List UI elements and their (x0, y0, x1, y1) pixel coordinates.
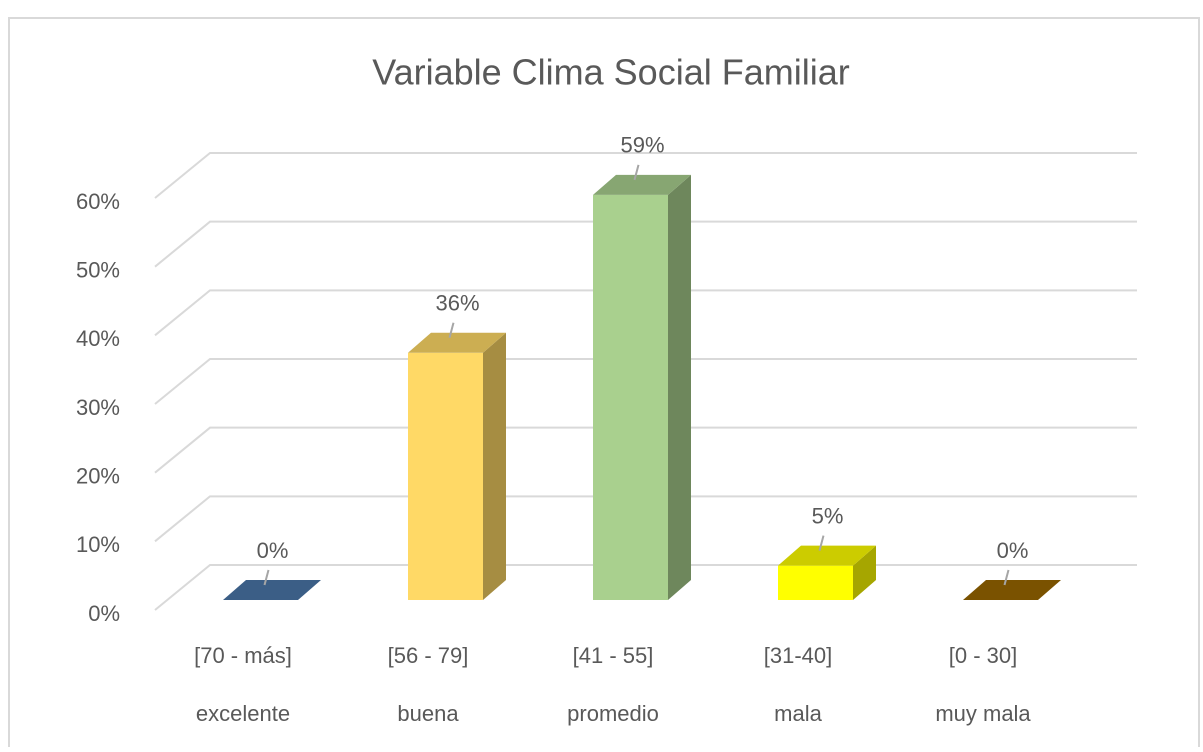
y-tick-label: 20% (76, 463, 120, 488)
bar (408, 332, 506, 600)
bar-top (223, 580, 321, 600)
leader-line (818, 535, 825, 551)
leader-line (633, 164, 640, 181)
bar-top (778, 545, 876, 566)
x-tick-label: [31-40] (764, 643, 833, 668)
bar-side (483, 332, 506, 600)
leader-line (1003, 569, 1010, 586)
x-tick-sublabel: buena (397, 701, 459, 726)
bar-side (853, 545, 876, 600)
bar-top (963, 580, 1061, 600)
bar (223, 580, 321, 600)
bar (778, 545, 876, 600)
bar-front (778, 565, 853, 600)
y-tick-label: 60% (76, 189, 120, 214)
chart-title: Variable Clima Social Familiar (372, 52, 849, 93)
leader-line (263, 569, 270, 586)
data-label: 0% (997, 538, 1029, 563)
bar (593, 174, 691, 600)
x-tick-sublabel: mala (774, 701, 822, 726)
x-tick-sublabel: excelente (196, 701, 290, 726)
grid-line (154, 358, 1137, 405)
data-label: 5% (812, 503, 844, 528)
grid-line (154, 495, 1137, 543)
x-tick-sublabel: muy mala (935, 701, 1031, 726)
grid-line (154, 426, 1137, 474)
y-tick-label: 30% (76, 395, 120, 420)
bar-front (593, 194, 668, 600)
leader-line (448, 322, 455, 339)
y-tick-label: 0% (88, 601, 120, 626)
x-tick-sublabel: promedio (567, 701, 659, 726)
bar-top (408, 332, 506, 353)
x-tick-label: [70 - más] (194, 643, 292, 668)
y-tick-label: 10% (76, 532, 120, 557)
grid-line (154, 152, 1137, 199)
data-label: 0% (257, 538, 289, 563)
data-label: 36% (435, 291, 479, 316)
bar-side (668, 174, 691, 600)
data-label: 59% (620, 133, 664, 158)
y-tick-label: 40% (76, 326, 120, 351)
grid-line (154, 289, 1137, 337)
y-tick-label: 50% (76, 257, 120, 282)
x-tick-label: [41 - 55] (573, 643, 654, 668)
x-tick-label: [56 - 79] (388, 643, 469, 668)
bar-top (593, 174, 691, 195)
grid-line (154, 220, 1137, 268)
bar-front (408, 352, 483, 600)
bar (963, 580, 1061, 600)
x-tick-label: [0 - 30] (949, 643, 1017, 668)
